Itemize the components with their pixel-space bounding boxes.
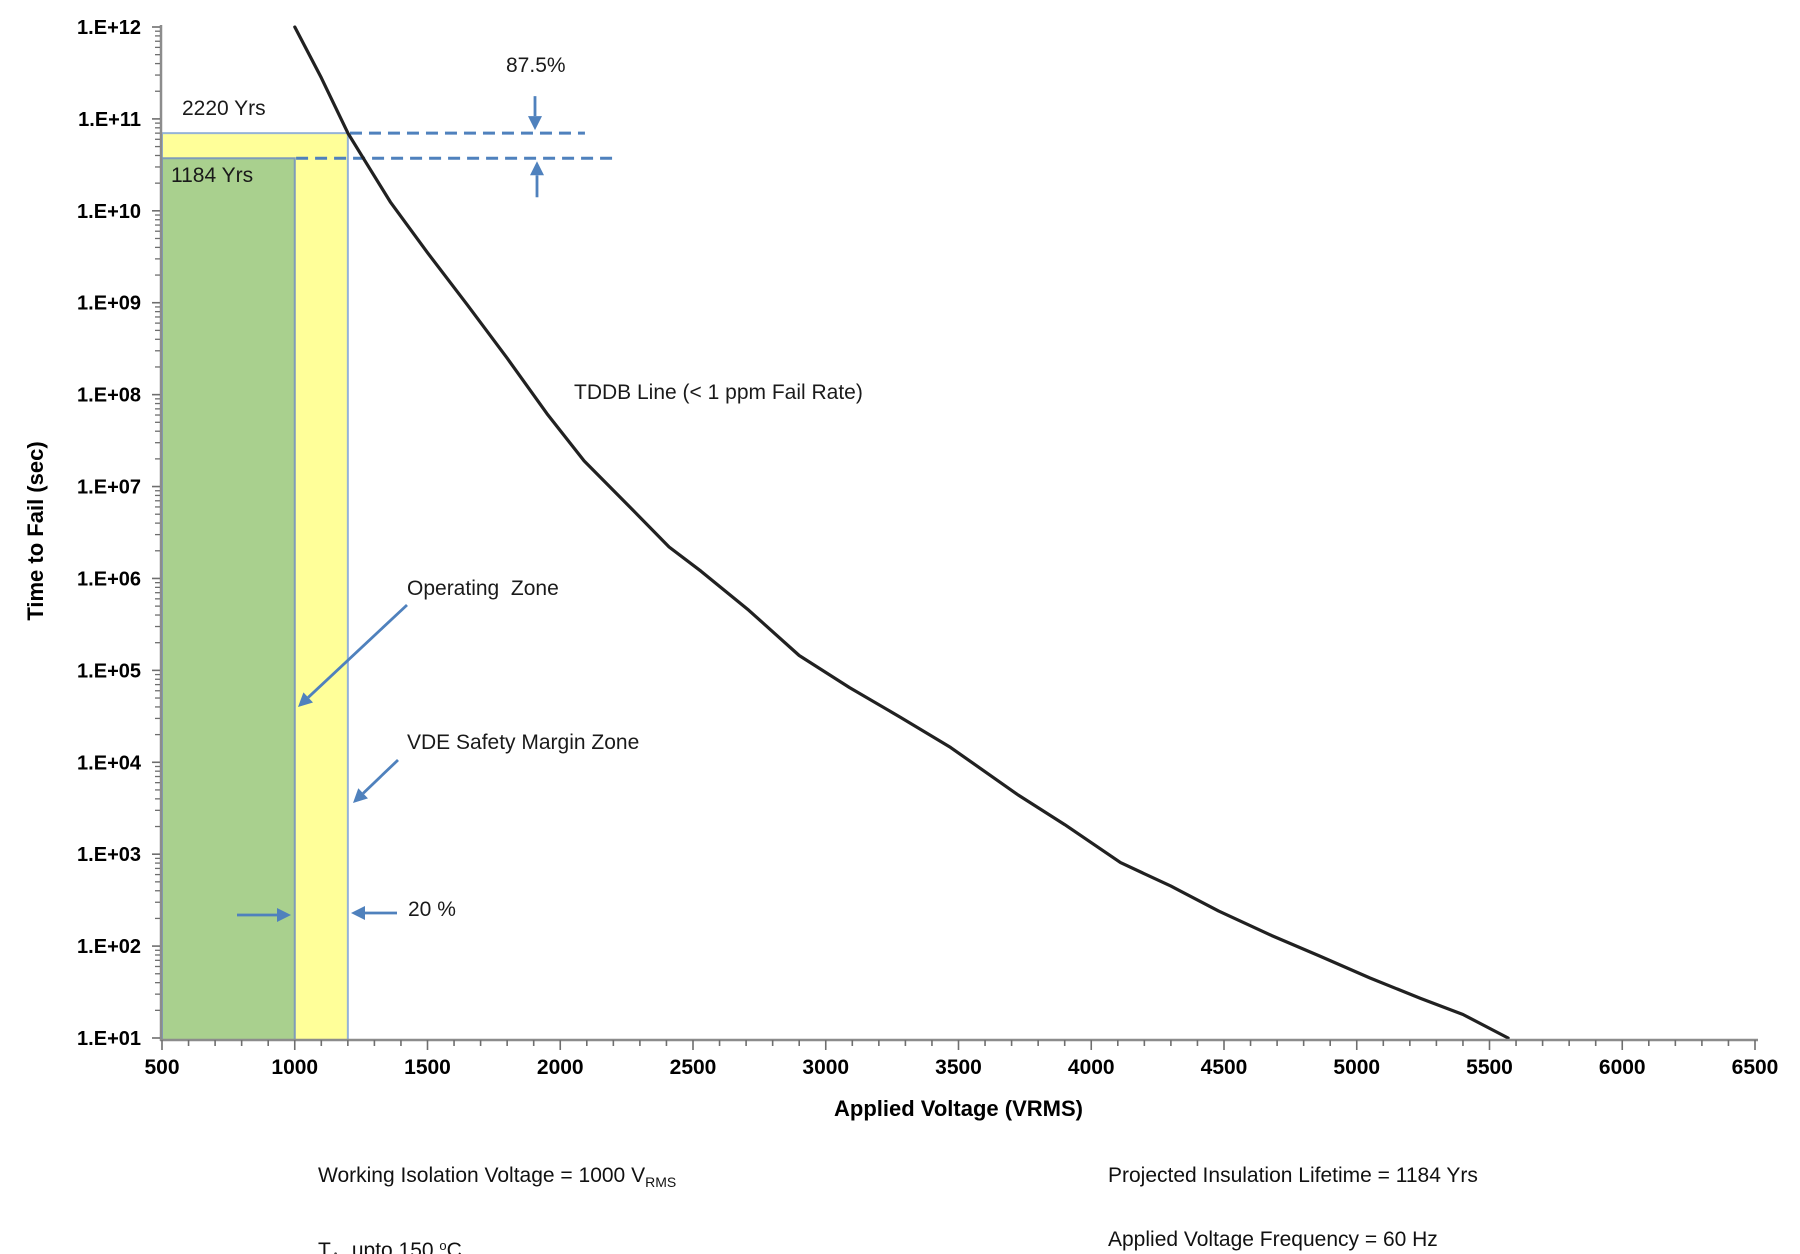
vde-zone-pointer-arrow-icon (353, 758, 399, 803)
tddb-curve (293, 25, 1510, 1040)
y-tick-label: 1.E+04 (77, 752, 142, 774)
x-tick-label: 6000 (1599, 1056, 1646, 1079)
x-tick-label: 2500 (670, 1056, 717, 1079)
label-1184-yrs: 1184 Yrs (171, 164, 254, 187)
label-operating-zone: Operating Zone (407, 577, 559, 600)
x-tick-label: 4500 (1201, 1056, 1248, 1079)
projected-lifetime-line: Projected Insulation Lifetime = 1184 Yrs (1108, 1164, 1478, 1187)
up-arrow-icon-head (530, 161, 544, 176)
x-axis-title: Applied Voltage (VRMS) (834, 1096, 1083, 1121)
y-tick-label: 1.E+11 (78, 109, 141, 131)
axes (159, 25, 1758, 1042)
x-tick-label: 5000 (1333, 1056, 1380, 1079)
x-tick-label: 1500 (404, 1056, 451, 1079)
right-arrow-icon (237, 908, 291, 922)
label-87-5-percent: 87.5% (506, 54, 566, 77)
left-arrow-icon-head (351, 906, 365, 920)
operating-zone-pointer-arrow-icon-shaft (307, 603, 408, 699)
x-tick-label: 4000 (1068, 1056, 1115, 1079)
y-tick-label: 1.E+01 (77, 1028, 141, 1050)
down-arrow-icon-head (528, 116, 542, 131)
ambient-temp-line: TA upto 150 oC (318, 1238, 462, 1254)
operating-zone-pointer-arrow-icon-head (298, 692, 314, 707)
y-tick-label: 1.E+12 (77, 17, 141, 39)
up-arrow-icon (530, 161, 544, 198)
frequency-line: Applied Voltage Frequency = 60 Hz (1108, 1228, 1438, 1251)
y-tick-label: 1.E+05 (77, 660, 141, 682)
dashed-guides (296, 131, 613, 160)
x-tick-label: 1000 (271, 1056, 318, 1079)
label-2220-yrs: 2220 Yrs (182, 97, 266, 120)
x-tick-label: 3500 (935, 1056, 982, 1079)
vde-zone-pointer-arrow-icon-shaft (362, 758, 399, 795)
down-arrow-icon (528, 96, 542, 131)
y-tick-label: 1.E+02 (77, 936, 141, 958)
x-tick-label: 500 (144, 1056, 179, 1079)
right-arrow-icon-head (277, 908, 291, 922)
operating-zone-pointer-arrow-icon (298, 603, 408, 707)
y-tick-label: 1.E+07 (77, 477, 141, 499)
left-arrow-icon (351, 906, 397, 920)
y-tick-label: 1.E+08 (77, 385, 141, 407)
y-tick-label: 1.E+03 (77, 844, 141, 866)
x-tick-label: 5500 (1466, 1056, 1513, 1079)
footer-conditions-left: Working Isolation Voltage = 1000 VRMS TA… (318, 1160, 676, 1254)
footer-results-right: Projected Insulation Lifetime = 1184 Yrs… (1108, 1160, 1478, 1254)
x-tick-label: 6500 (1732, 1056, 1779, 1079)
annotation-arrows (237, 96, 544, 922)
y-tick-label: 1.E+06 (77, 568, 141, 590)
x-tick-label: 3000 (802, 1056, 849, 1079)
y-axis-title: Time to Fail (sec) (23, 441, 48, 621)
shaded-zones (161, 132, 349, 1041)
axis-ticks (152, 26, 1756, 1050)
y-tick-label: 1.E+10 (77, 201, 141, 223)
y-tick-labels: 1.E+01 1.E+02 1.E+03 1.E+04 1.E+05 1.E+06 1.E+… (77, 17, 142, 1050)
label-tddb-line: TDDB Line (< 1 ppm Fail Rate) (574, 381, 863, 404)
working-voltage-line: Working Isolation Voltage = 1000 VRMS (318, 1164, 677, 1190)
label-20-percent: 20 % (408, 898, 456, 921)
tddb-line-curve (293, 25, 1510, 1040)
x-tick-label: 2000 (537, 1056, 584, 1079)
vde-zone-pointer-arrow-icon-head (353, 788, 368, 803)
operating-zone-rect (161, 157, 296, 1041)
x-tick-labels: 500 1000 1500 2000 2500 3000 3500 4000 4500 5000 5… (144, 1056, 1778, 1079)
y-tick-label: 1.E+09 (77, 293, 141, 315)
label-vde-safety-margin-zone: VDE Safety Margin Zone (407, 731, 640, 754)
